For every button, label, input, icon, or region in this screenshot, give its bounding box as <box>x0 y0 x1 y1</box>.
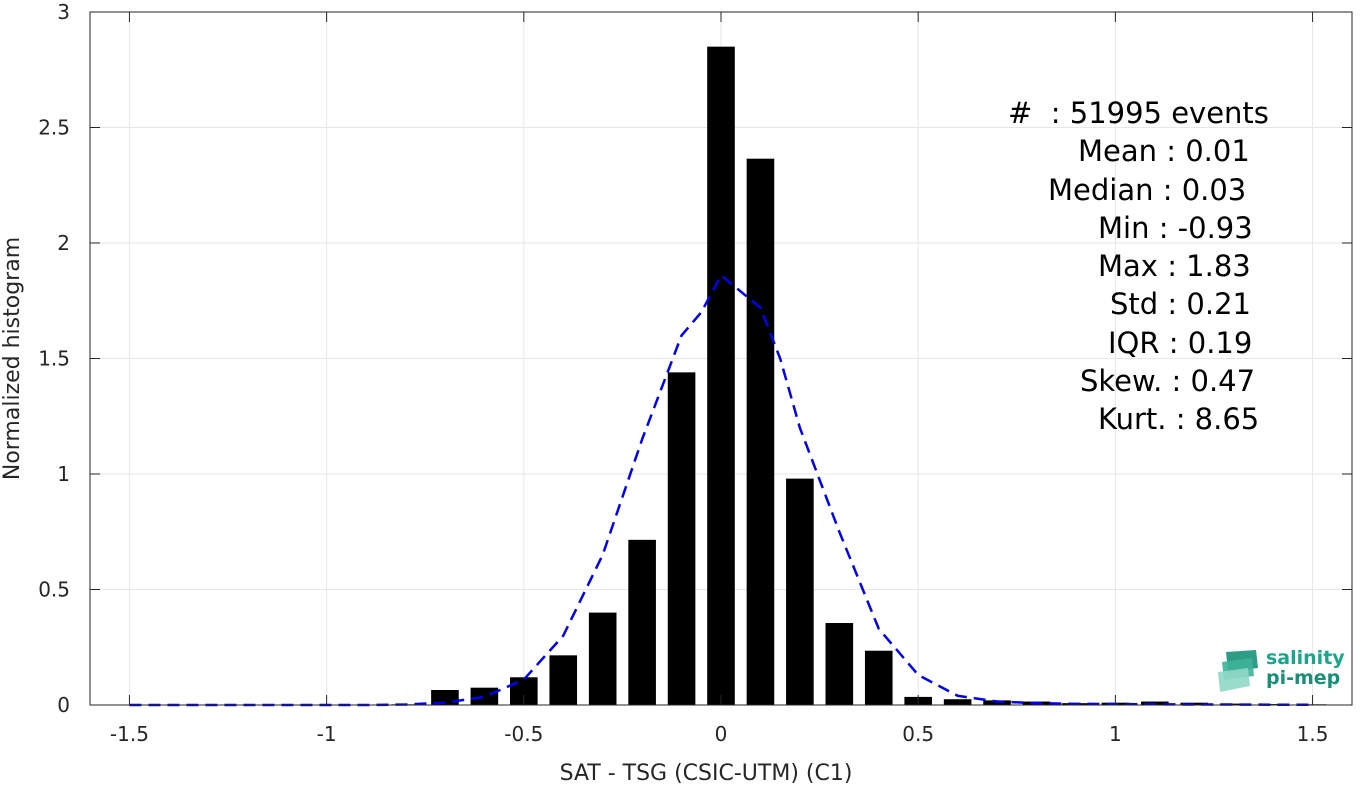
histogram-bar <box>746 158 775 705</box>
stat-value: : 8.65 <box>1175 402 1260 437</box>
y-tick-label: 0.5 <box>38 578 70 602</box>
stat-key: # <box>1008 96 1051 130</box>
x-tick-label: -1.5 <box>110 722 149 746</box>
stat-key: Median <box>1048 172 1163 207</box>
histogram-bar <box>707 46 735 705</box>
histogram-bar <box>667 372 696 705</box>
x-tick-label: 0.5 <box>902 722 934 746</box>
histogram-bar <box>1219 703 1248 705</box>
y-tick-label: 1.5 <box>38 347 70 371</box>
y-axis-label: Normalized histogram <box>0 237 25 480</box>
stat-value: : 0.01 <box>1166 134 1250 169</box>
stat-value: : 0.21 <box>1167 287 1251 322</box>
stat-line: Mean : 0.01 <box>960 132 1280 170</box>
logo-line1: salinity <box>1266 647 1345 669</box>
histogram-bar <box>549 655 578 705</box>
x-tick-label: -1 <box>317 722 337 746</box>
histogram-bar <box>825 622 854 705</box>
x-tick-label: 1 <box>1109 722 1122 746</box>
stat-line: Median : 0.03 <box>960 171 1280 209</box>
stat-key: IQR <box>1108 325 1169 360</box>
stat-value: : 0.19 <box>1168 325 1253 360</box>
histogram-bar <box>431 689 459 705</box>
stat-key: Skew. <box>1080 364 1172 399</box>
histogram-bar <box>943 699 972 705</box>
stat-line: # : 51995 events <box>960 94 1280 132</box>
wave-logo-icon <box>1218 650 1258 692</box>
stat-value: : 51995 events <box>1050 96 1269 130</box>
histogram-bar <box>864 650 893 705</box>
histogram-bar <box>628 539 656 705</box>
y-tick-label: 3 <box>57 0 70 24</box>
stat-line: Min : -0.93 <box>960 209 1280 247</box>
logo-line2: pi-mep <box>1266 667 1341 689</box>
y-tick-label: 1 <box>57 462 70 486</box>
stat-key: Min <box>1098 210 1159 245</box>
stat-line: Std : 0.21 <box>960 285 1280 323</box>
stat-value: : -0.93 <box>1158 210 1253 245</box>
y-tick-label: 2 <box>57 231 70 255</box>
salinity-pi-mep-logo: salinity pi-mep <box>1216 646 1346 694</box>
stat-value: : 0.47 <box>1171 364 1256 399</box>
stat-key: Std <box>1110 287 1168 322</box>
y-tick-label: 0 <box>57 693 70 717</box>
histogram-bar <box>470 687 499 705</box>
histogram-bar <box>588 612 617 705</box>
stat-key: Max <box>1098 249 1168 284</box>
x-axis-label: SAT - TSG (CSIC-UTM) (C1) <box>560 761 853 785</box>
stat-line: Max : 1.83 <box>960 247 1280 285</box>
stat-line: IQR : 0.19 <box>960 324 1280 362</box>
histogram-bar <box>786 478 814 705</box>
statistics-box: # : 51995 events Mean : 0.01 Median : 0.03… <box>960 94 1280 439</box>
stat-line: Skew. : 0.47 <box>960 362 1280 400</box>
stat-key: Kurt. <box>1098 402 1176 437</box>
stat-key: Mean <box>1078 134 1167 169</box>
x-tick-label: -0.5 <box>504 722 543 746</box>
x-tick-label: 0 <box>715 722 728 746</box>
stat-value: : 0.03 <box>1162 172 1247 207</box>
stat-value: : 1.83 <box>1167 249 1251 284</box>
x-tick-label: 1.5 <box>1297 722 1329 746</box>
stat-line: Kurt. : 8.65 <box>960 400 1280 438</box>
y-tick-label: 2.5 <box>38 116 70 140</box>
